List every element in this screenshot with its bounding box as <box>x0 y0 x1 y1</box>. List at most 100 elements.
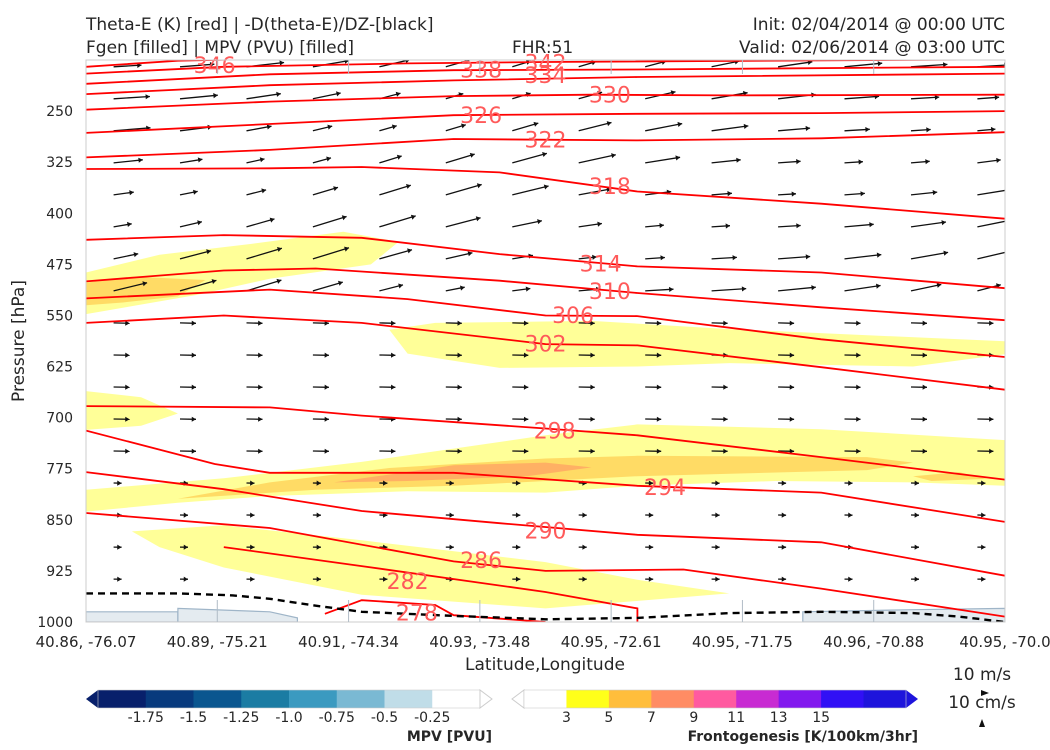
wind-vector-head <box>856 384 861 390</box>
wind-vector-head <box>326 156 331 162</box>
wind-vector <box>246 247 283 260</box>
wind-vector-head <box>266 124 272 130</box>
wind-vector-head <box>943 62 948 68</box>
wind-vector-head <box>523 384 529 390</box>
theta-e-contour-298 <box>86 405 1005 481</box>
wind-vector-head <box>648 512 654 518</box>
wind-vector-head <box>659 223 664 229</box>
mpv-colorbar-tick: -0.5 <box>371 710 398 726</box>
wind-vector-head <box>191 384 196 390</box>
mpv-colorbar-swatch-5 <box>336 690 385 708</box>
mpv-colorbar-label: MPV [PVU] <box>407 729 492 745</box>
wind-vector-head <box>582 576 587 582</box>
wind-vector <box>113 159 143 164</box>
forecast-hour: FHR:51 <box>512 38 574 58</box>
terrain-region-1 <box>177 607 298 622</box>
theta-e-contour-302 <box>86 314 1005 391</box>
wind-vector <box>578 188 612 196</box>
wind-vector-head <box>936 282 942 288</box>
wind-vector-head <box>796 159 801 165</box>
wind-vector <box>778 286 816 292</box>
wind-vector-head <box>796 223 801 229</box>
theta-e-contour-290 <box>86 471 1005 577</box>
x-axis-label: Latitude,Longitude <box>465 655 625 675</box>
wind-vector <box>179 279 217 292</box>
wind-vector-head <box>129 190 134 196</box>
wind-vector-head <box>994 94 1000 101</box>
wind-vector-head <box>197 220 202 226</box>
wind-vector-head <box>405 60 410 64</box>
wind-vector-head <box>191 320 196 326</box>
contour-label-306: 306 <box>552 304 594 329</box>
wind-vector-head <box>117 544 122 550</box>
wind-vector <box>179 250 212 260</box>
y-tick-label: 925 <box>46 564 73 580</box>
x-tick-label: 40.86, -76.07 <box>36 633 137 651</box>
fgen-colorbar-swatch-7 <box>821 690 865 708</box>
wind-vector-head <box>197 157 203 163</box>
wind-vector-head <box>391 448 396 454</box>
contour-label-326: 326 <box>460 104 502 129</box>
frontogenesis-region-8 <box>131 525 730 609</box>
wind-vector-head <box>457 352 462 358</box>
wind-vector-head <box>138 157 143 163</box>
mpv-colorbar-tick: -0.75 <box>319 710 355 726</box>
wind-vector-head <box>316 576 321 582</box>
wind-vector-head <box>1010 218 1015 223</box>
frontogenesis-region-7 <box>913 472 987 481</box>
wind-vector-head <box>460 285 465 291</box>
wind-vector-head <box>391 384 396 390</box>
wind-vector-head <box>515 576 521 582</box>
y-tick-label: 400 <box>46 206 73 222</box>
wind-vector-head <box>781 512 787 518</box>
wind-vector <box>445 252 473 260</box>
wind-vector-head <box>515 544 521 550</box>
wind-vector-head <box>525 286 531 292</box>
wind-vector-head <box>996 157 1001 163</box>
contour-label-298: 298 <box>534 420 576 445</box>
wind-vector <box>246 93 281 100</box>
wind-vector-head <box>611 153 616 159</box>
wind-vector-head <box>715 544 720 550</box>
wind-vector-head <box>869 222 874 228</box>
wind-vector <box>113 64 142 68</box>
wind-vector-head <box>341 215 347 221</box>
wind-vector-head <box>723 448 728 454</box>
wind-vector-head <box>727 191 732 197</box>
wind-vector <box>844 253 882 260</box>
wind-vector-head <box>590 416 595 422</box>
wind-vector-head <box>805 254 811 260</box>
contour-label-346: 346 <box>194 54 236 79</box>
contour-label-330: 330 <box>589 84 631 109</box>
wind-vector-head <box>656 384 662 390</box>
contour-label-282: 282 <box>387 570 429 595</box>
wind-vector-head <box>277 247 282 252</box>
wind-vector-head <box>250 480 255 486</box>
wind-vector-head <box>324 384 329 390</box>
wind-vector-head <box>395 91 401 97</box>
theta-e-contour-286 <box>86 512 1005 618</box>
wind-vector-head <box>848 480 853 486</box>
wind-vector-head <box>789 384 795 390</box>
vector-key-arrow-h <box>981 690 989 696</box>
wind-vector <box>645 122 683 132</box>
wind-vector-head <box>932 190 938 196</box>
wind-vector-head <box>183 512 188 518</box>
wind-vector-head <box>943 250 949 256</box>
wind-vector-head <box>656 320 662 326</box>
contour-label-342: 342 <box>525 52 567 77</box>
contour-label-278: 278 <box>396 601 438 626</box>
x-tick-label: 40.95, -72.61 <box>561 633 662 651</box>
wind-vector-head <box>476 183 482 189</box>
wind-vector-head <box>469 152 475 158</box>
init-time: Init: 02/04/2014 @ 00:00 UTC <box>752 15 1005 35</box>
wind-vector-head <box>811 285 816 291</box>
wind-vector-head <box>582 544 587 550</box>
contour-label-338: 338 <box>460 59 502 84</box>
y-tick-label: 850 <box>46 513 73 529</box>
contour-label-286: 286 <box>460 549 502 574</box>
wind-vector <box>512 220 543 228</box>
theta-e-contour-306 <box>86 288 1005 358</box>
wind-vector-head <box>191 352 196 358</box>
wind-vector-head <box>327 124 333 130</box>
